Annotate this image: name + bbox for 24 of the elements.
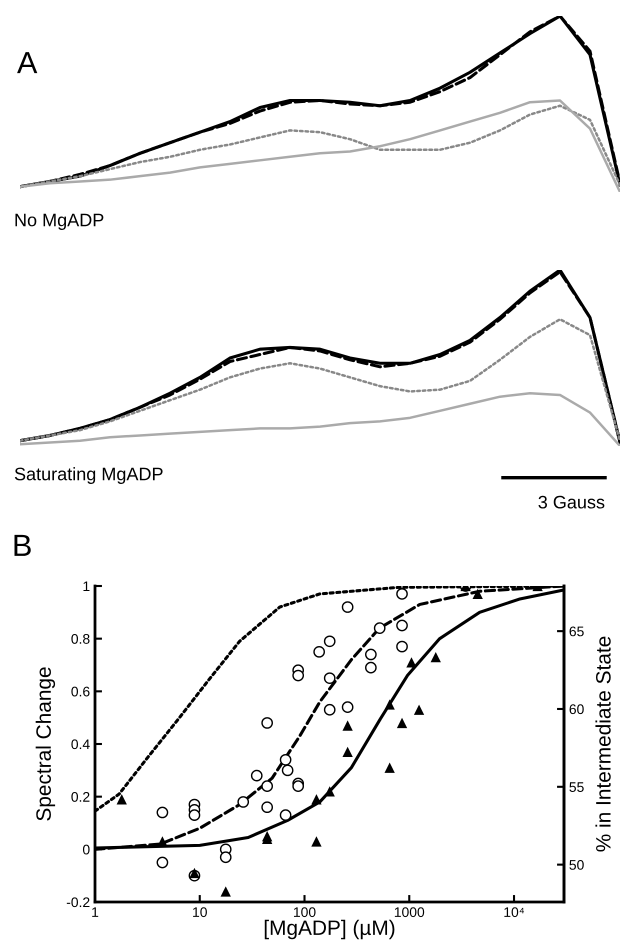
y-tick-label: 1	[83, 581, 90, 592]
y2-tick-label: 60	[570, 704, 584, 714]
y2-axis-title: % in Intermediate State	[595, 636, 611, 852]
y-tick-label: 0	[82, 844, 90, 855]
x-tick-label: 1	[92, 907, 98, 917]
y2-tick-label: 50	[569, 860, 584, 870]
x-axis-title: [MgADP] (µM)	[264, 920, 394, 940]
x-tick-label: 1000	[394, 907, 424, 918]
y2-tick-label: 65	[570, 626, 584, 636]
text: A	[17, 52, 38, 74]
chart-title: B	[14, 534, 31, 556]
text: 3 Gauss	[538, 496, 604, 509]
x-tick-label: 10	[193, 907, 207, 918]
x-tick-label: 10⁴	[504, 907, 524, 918]
text: No MgADP	[15, 214, 104, 230]
y-tick-label: 0.4	[71, 739, 90, 750]
text: Saturating MgADP	[14, 467, 163, 484]
y-tick-label: -0.2	[66, 897, 90, 908]
x-tick-label: 100	[294, 907, 316, 918]
y-axis-title: Spectral Change	[36, 667, 56, 821]
y-tick-label: 0.8	[71, 634, 90, 644]
y-tick-label: 0.2	[71, 792, 90, 802]
y-tick-label: 0.6	[71, 686, 90, 697]
y2-tick-label: 55	[569, 782, 584, 792]
